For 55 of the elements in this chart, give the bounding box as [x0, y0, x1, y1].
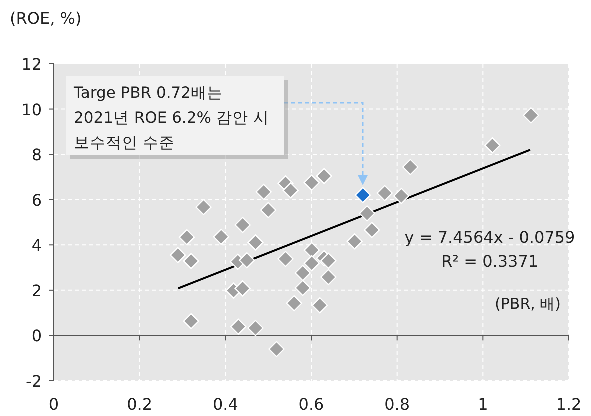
point: [364, 222, 380, 238]
x-tick-label: 0.6: [298, 395, 324, 414]
point: [484, 137, 501, 154]
point: [320, 252, 337, 270]
point: [320, 269, 337, 286]
x-tick-label: 1: [478, 395, 488, 414]
y-tick-label: 4: [32, 236, 42, 256]
annotation: Targe PBR 0.72배는 2021년 ROE 6.2% 감안 시 보수적인 수준: [73, 84, 270, 152]
point: [523, 108, 540, 124]
y-tick-label: 12: [22, 55, 42, 74]
point: [294, 265, 312, 282]
y-tick-label: 10: [22, 100, 42, 120]
point: [294, 280, 312, 296]
y-tick-label: 8: [32, 146, 42, 165]
point: [359, 206, 376, 222]
point: [256, 184, 272, 200]
point: [394, 188, 410, 204]
x-axis-title: (PBR, 배): [495, 295, 561, 313]
point: [230, 318, 247, 335]
point: [268, 341, 285, 358]
point: [234, 217, 251, 234]
point: [196, 199, 212, 216]
x-tick-label: 0.2: [127, 395, 153, 414]
point: [304, 242, 320, 258]
point: [346, 233, 363, 250]
point: [234, 280, 251, 297]
point: [260, 202, 277, 218]
y-tick-label: 2: [32, 281, 42, 300]
point: [304, 255, 320, 272]
x-tick-label: 0.8: [384, 395, 410, 414]
point: [278, 251, 294, 268]
point: [183, 313, 200, 330]
y-tick-label: 6: [32, 190, 42, 210]
point: [239, 252, 256, 269]
point: [312, 298, 328, 314]
point: [376, 185, 393, 202]
point: [316, 168, 332, 184]
point: [213, 228, 230, 246]
y-tick-label: 0: [32, 326, 42, 346]
x-tick-label: 0: [48, 395, 60, 414]
annotation: y = 7.4564x - 0.0759: [404, 228, 576, 247]
point: [183, 253, 200, 270]
y-axis-title: (ROE, %): [10, 9, 82, 28]
point: [248, 320, 264, 336]
point: [248, 234, 264, 251]
point: [282, 182, 299, 199]
point: [402, 159, 419, 176]
point: [304, 174, 320, 191]
x-tick-label: 0.4: [212, 395, 238, 414]
x-tick-label: 1.2: [556, 395, 582, 414]
annotation: R² = 0.3371: [441, 252, 539, 271]
point: [178, 229, 196, 246]
y-tick-label: -2: [26, 372, 42, 391]
point: [286, 295, 302, 312]
point: [170, 247, 186, 264]
